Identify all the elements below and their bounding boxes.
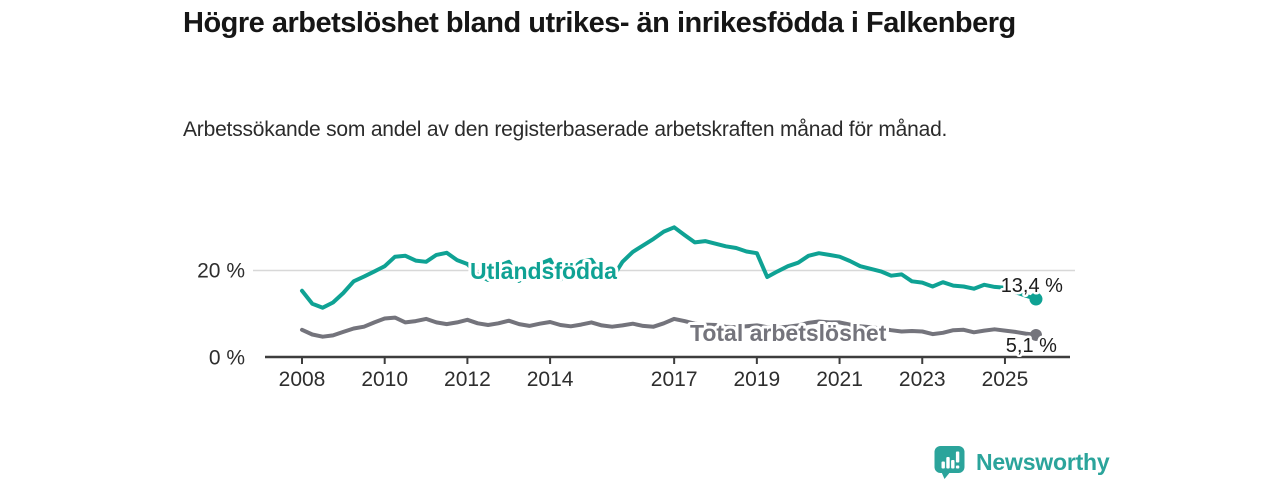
x-tick-label: 2010 [361, 368, 408, 391]
x-tick-label: 2014 [527, 368, 574, 391]
x-axis-ticks: 2008 2010 2012 2014 2017 2019 2021 2023 2025 [279, 357, 1029, 391]
series-lines [300, 225, 1038, 339]
x-tick-label: 2008 [279, 368, 326, 391]
chart-canvas: 20 % 0 % 2008 2010 2012 2014 2017 2019 2021 202… [197, 225, 1075, 391]
series-line-utlandsfodda [300, 225, 1038, 310]
x-tick-label: 2019 [733, 368, 780, 391]
x-tick-label: 2021 [816, 368, 863, 391]
end-value-total: 5,1 % [1006, 335, 1057, 357]
series-line-total [300, 315, 1038, 339]
line-chart: 20 % 0 % 2008 2010 2012 2014 2017 2019 2021 202… [170, 205, 1110, 405]
newsworthy-logo-icon [934, 446, 965, 479]
x-tick-label: 2012 [444, 368, 491, 391]
newsworthy-logo-text: Newsworthy [976, 449, 1110, 475]
x-tick-label: 2023 [899, 368, 946, 391]
y-tick-label-20: 20 % [197, 260, 245, 283]
series-label-total-arbetsloshet: Total arbetslöshet [690, 320, 887, 346]
y-tick-label-0: 0 % [209, 347, 245, 370]
page-subtitle: Arbetssökande som andel av den registerb… [183, 118, 948, 141]
end-value-utlandsfodda: 13,4 % [1001, 275, 1063, 297]
newsworthy-logo: Newsworthy [933, 445, 1110, 480]
page-title: Högre arbetslöshet bland utrikes- än inr… [183, 7, 1016, 39]
x-tick-label: 2025 [982, 368, 1029, 391]
end-dot-total [1029, 328, 1042, 341]
series-label-utlandsfodda: Utlandsfödda [470, 258, 617, 284]
end-dot-utlandsfodda [1029, 292, 1043, 306]
x-tick-label: 2017 [651, 368, 698, 391]
